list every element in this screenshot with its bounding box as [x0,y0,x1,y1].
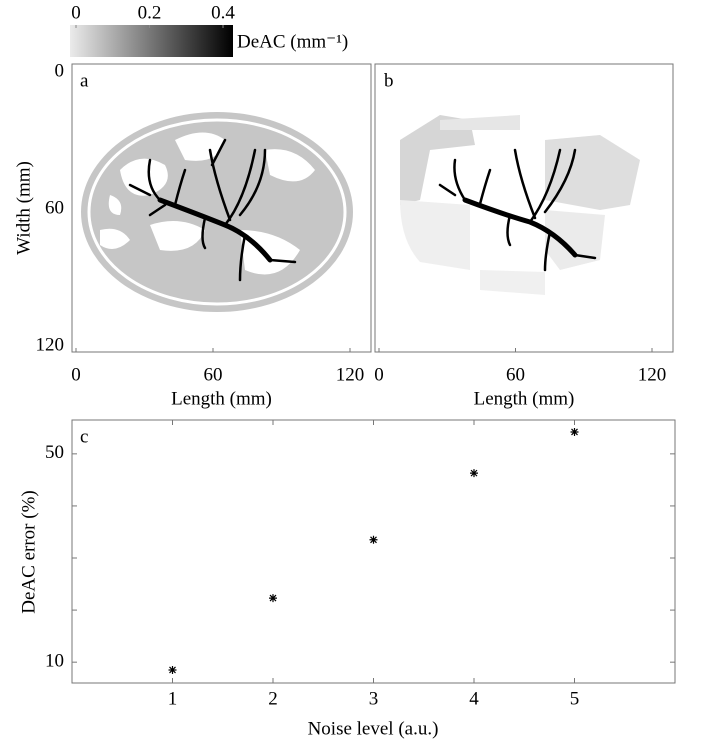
panel-label: b [384,70,394,91]
y-tick-label: 120 [36,334,65,355]
x-tick-label: 5 [570,688,580,709]
x-tick-label: 0 [374,364,384,385]
x-tick-label: 60 [506,364,525,385]
x-tick-label: 120 [336,364,365,385]
panel-label: a [80,70,89,91]
panel-label: c [80,426,88,447]
x-axis-label: Noise level (a.u.) [308,718,439,739]
colorbar-tick-label: 0.2 [138,2,162,23]
colorbar-tick-label: 0.4 [211,2,235,23]
y-tick-label: 0 [55,60,65,81]
data-point [570,427,579,436]
y-axis-label: DeAC error (%) [18,490,39,613]
axes-c [71,419,676,684]
x-tick-label: 60 [204,364,223,385]
y-tick-label: 60 [45,197,64,218]
y-tick-label: 10 [45,651,64,672]
data-point [369,535,378,544]
x-tick-label: 2 [268,688,278,709]
data-point [269,594,277,603]
x-tick-label: 4 [469,688,479,709]
x-tick-label: 120 [638,364,667,385]
image-a [81,112,353,312]
colorbar-label: DeAC (mm⁻¹) [237,31,348,52]
x-tick-label: 1 [168,688,178,709]
axes-b [374,63,674,353]
data-point [168,665,177,674]
colorbar-tick-label: 0 [71,2,81,23]
colorbar [70,25,233,57]
x-axis-label: Length (mm) [474,388,575,409]
axes-a [71,63,372,353]
data-point [470,469,478,478]
x-tick-label: 3 [369,688,379,709]
y-tick-label: 50 [45,442,64,463]
image-b [400,115,640,295]
x-tick-label: 0 [71,364,81,385]
x-axis-label: Length (mm) [171,388,272,409]
y-axis-label: Width (mm) [13,161,34,255]
